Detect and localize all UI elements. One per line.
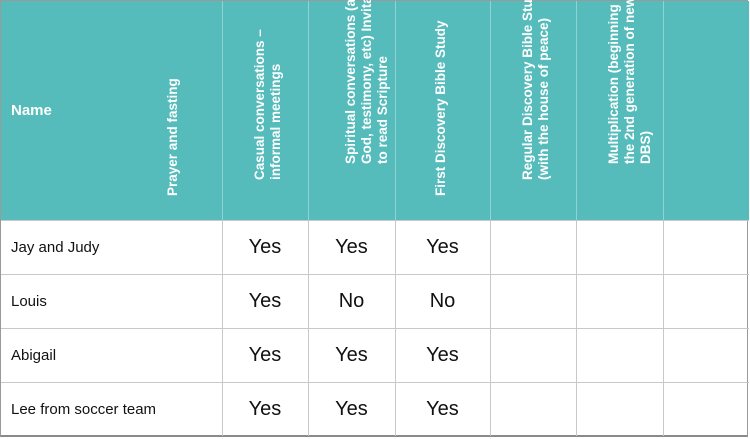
header-first-dbs-label: First Discovery Bible Study [433,20,448,196]
cell-multiplication [663,220,749,275]
header-spiritual-conversations: Spiritual conversations (about God, test… [343,0,491,221]
row-name: Lee from soccer team [1,382,223,436]
cell-spiritual-conversations: Yes [395,220,491,275]
header-casual-conversations: Casual conversations – informal meetings [252,1,396,221]
cell-multiplication [663,274,749,329]
table-row: Jay and Judy Yes Yes Yes [1,220,749,275]
cell-regular-dbs [576,220,664,275]
cell-first-dbs [490,382,577,436]
header-spiritual-conversations-label: Spiritual conversations (about God, test… [342,0,390,164]
cell-casual-conversations: No [308,274,396,329]
cell-spiritual-conversations: Yes [395,328,491,383]
cell-regular-dbs [576,382,664,436]
cell-multiplication [663,328,749,383]
cell-regular-dbs [576,328,664,383]
cell-first-dbs [490,274,577,329]
table-row: Lee from soccer team Yes Yes Yes [1,382,749,436]
cell-spiritual-conversations: No [395,274,491,329]
header-multiplication-label: Multiplication (beginning of the 2nd gen… [606,0,654,164]
cell-prayer-fasting: Yes [222,328,309,383]
cell-casual-conversations: Yes [308,220,396,275]
row-name: Jay and Judy [1,220,223,275]
cell-spiritual-conversations: Yes [395,382,491,436]
cell-first-dbs [490,220,577,275]
header-prayer-fasting: Prayer and fasting [165,1,309,221]
cell-prayer-fasting: Yes [222,274,309,329]
row-name: Abigail [1,328,223,383]
cell-multiplication [663,382,749,436]
cell-prayer-fasting: Yes [222,220,309,275]
table-row: Louis Yes No No [1,274,749,329]
cell-regular-dbs [576,274,664,329]
header-prayer-fasting-label: Prayer and fasting [165,78,180,196]
row-name: Louis [1,274,223,329]
header-name: Name [1,1,223,221]
header-row: Name Prayer and fasting Casual conversat… [1,0,749,221]
header-multiplication: Multiplication (beginning of the 2nd gen… [606,0,749,221]
cell-casual-conversations: Yes [308,328,396,383]
table-row: Abigail Yes Yes Yes [1,328,749,383]
header-first-dbs: First Discovery Bible Study [433,1,577,221]
cell-casual-conversations: Yes [308,382,396,436]
header-regular-dbs: Regular Discovery Bible Study (with the … [520,0,664,221]
cell-prayer-fasting: Yes [222,382,309,436]
header-regular-dbs-label: Regular Discovery Bible Study (with the … [519,0,551,180]
header-casual-conversations-label: Casual conversations – informal meetings [251,29,283,180]
cell-first-dbs [490,328,577,383]
